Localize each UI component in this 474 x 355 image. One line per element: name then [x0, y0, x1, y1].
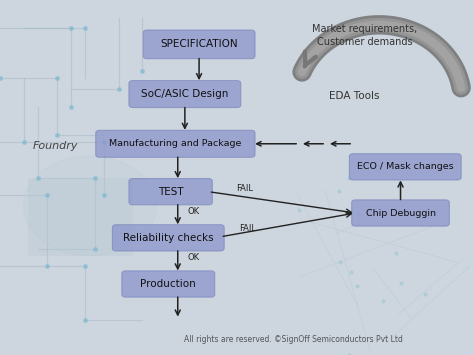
Text: FAIL: FAIL [239, 224, 256, 234]
Text: All rights are reserved. ©SignOff Semiconductors Pvt Ltd: All rights are reserved. ©SignOff Semico… [184, 335, 403, 344]
FancyBboxPatch shape [28, 178, 133, 256]
FancyBboxPatch shape [129, 81, 241, 108]
Text: SoC/ASIC Design: SoC/ASIC Design [141, 89, 228, 99]
Text: Manufacturing and Package: Manufacturing and Package [109, 139, 242, 148]
Text: Production: Production [140, 279, 196, 289]
Text: Market requirements,
Customer demands: Market requirements, Customer demands [312, 24, 418, 47]
Text: Reliability checks: Reliability checks [123, 233, 214, 243]
Circle shape [24, 156, 156, 256]
Text: Foundry: Foundry [33, 141, 79, 151]
FancyBboxPatch shape [96, 130, 255, 157]
Text: FAIL: FAIL [236, 184, 253, 193]
FancyBboxPatch shape [349, 154, 461, 180]
FancyBboxPatch shape [122, 271, 215, 297]
Text: TEST: TEST [158, 187, 183, 197]
FancyBboxPatch shape [112, 225, 224, 251]
Text: EDA Tools: EDA Tools [329, 91, 380, 101]
FancyBboxPatch shape [352, 200, 449, 226]
FancyBboxPatch shape [129, 179, 212, 205]
Text: OK: OK [187, 253, 200, 262]
FancyBboxPatch shape [143, 30, 255, 59]
Text: OK: OK [187, 207, 200, 216]
Text: ECO / Mask changes: ECO / Mask changes [357, 162, 454, 171]
Text: Chip Debuggin: Chip Debuggin [365, 208, 436, 218]
Text: SPECIFICATION: SPECIFICATION [160, 39, 238, 49]
